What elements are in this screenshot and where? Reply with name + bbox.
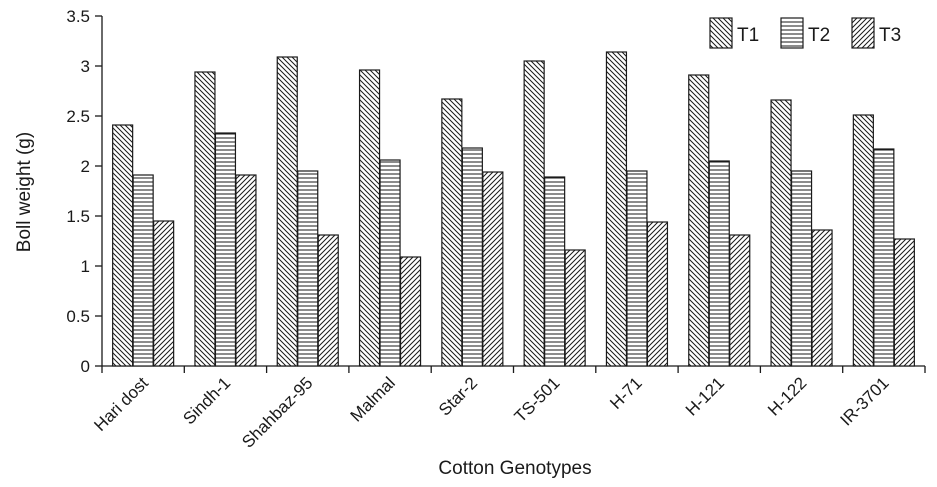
- bar: [358, 69, 381, 367]
- y-tick-label: 2.5: [66, 107, 90, 126]
- bar: [893, 238, 915, 367]
- bar: [153, 220, 175, 367]
- x-tick-label: Hari dost: [90, 373, 152, 435]
- legend-swatch: [780, 17, 804, 49]
- x-axis: Hari dost Sindh-1 Shahbaz-95 Malmal Star-2 TS…: [90, 365, 926, 452]
- legend-swatch: [851, 17, 875, 49]
- bar: [214, 132, 237, 367]
- y-axis-title: Boll weight (g): [14, 132, 35, 252]
- y-tick-label: 0: [81, 357, 90, 376]
- x-tick-label: IR-3701: [836, 373, 892, 429]
- bar: [729, 234, 751, 367]
- bar: [646, 221, 669, 367]
- y-tick-label: 0.5: [66, 307, 90, 326]
- bar: [564, 249, 586, 367]
- bars: [112, 51, 915, 367]
- bar: [605, 51, 628, 367]
- bar: [132, 174, 154, 367]
- legend-label: T1: [737, 25, 759, 46]
- y-axis: 0 0.5 1 1.5 2 2.5 3 3.5: [66, 7, 103, 376]
- x-tick-label: Malmal: [347, 373, 399, 425]
- bar: [317, 234, 339, 367]
- bar: [461, 147, 483, 367]
- bar: [399, 256, 422, 367]
- legend-label: T2: [808, 25, 830, 46]
- bar: [790, 170, 813, 367]
- x-tick-label: H-122: [764, 373, 810, 419]
- y-tick-label: 2: [81, 157, 90, 176]
- x-tick-label: Shahbaz-95: [238, 373, 316, 451]
- bar: [297, 170, 319, 367]
- y-tick-label: 3.5: [66, 7, 90, 26]
- x-tick-label: Star-2: [435, 373, 481, 419]
- x-tick-label: H-71: [606, 373, 645, 412]
- legend: T1 T2 T3: [709, 17, 901, 49]
- y-tick-label: 3: [81, 57, 90, 76]
- bar: [852, 114, 874, 367]
- bar: [441, 98, 463, 367]
- bar: [708, 160, 730, 367]
- x-axis-title: Cotton Genotypes: [438, 458, 591, 479]
- x-tick-label: H-121: [682, 373, 728, 419]
- bar: [235, 174, 257, 367]
- bar: [523, 60, 545, 367]
- bar: [112, 124, 134, 367]
- bar: [379, 159, 401, 367]
- bar: [688, 74, 710, 367]
- legend-swatch: [709, 17, 733, 49]
- x-tick-label: Sindh-1: [179, 373, 234, 428]
- bar: [811, 229, 833, 367]
- bar: [482, 171, 504, 367]
- legend-label: T3: [879, 25, 901, 46]
- bar: [194, 71, 216, 367]
- bar: [544, 176, 566, 367]
- bar: [873, 148, 895, 367]
- y-tick-label: 1.5: [66, 207, 90, 226]
- y-tick-label: 1: [81, 257, 90, 276]
- bar: [626, 170, 648, 367]
- bar: [770, 99, 792, 367]
- bar: [276, 56, 298, 367]
- x-tick-label: TS-501: [511, 373, 564, 426]
